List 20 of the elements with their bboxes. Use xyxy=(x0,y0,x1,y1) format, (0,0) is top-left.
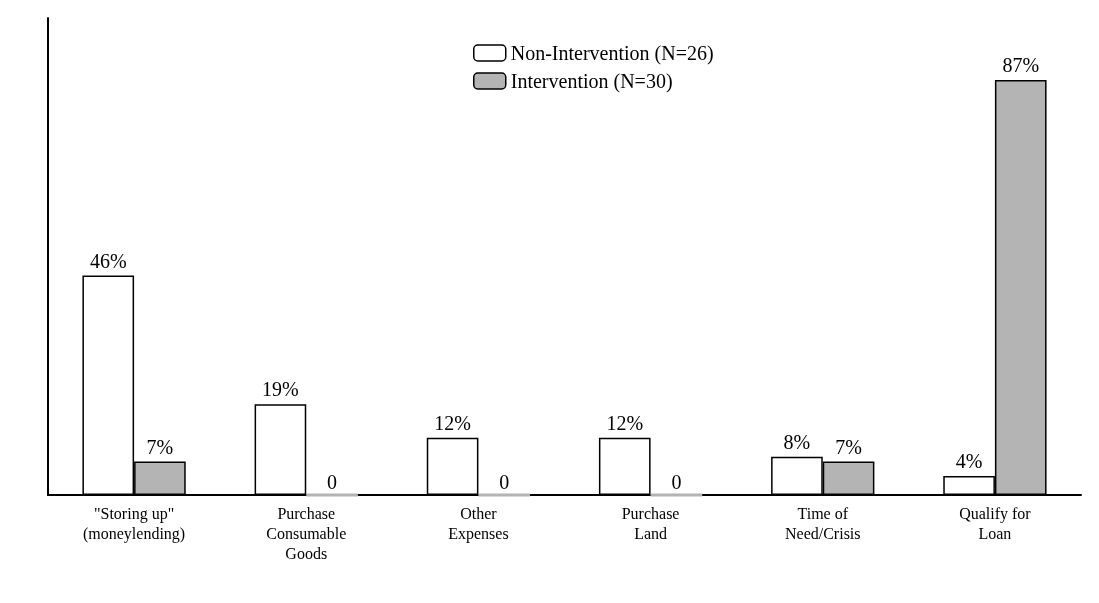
data-label: 0 xyxy=(499,470,510,493)
data-label: 4% xyxy=(955,449,983,472)
x-tick-label: Purchase Consumable Goods xyxy=(266,504,347,562)
x-tick-label: Other Expenses xyxy=(448,504,509,543)
data-label: 0 xyxy=(327,470,338,493)
legend-label: Intervention (N=30) xyxy=(510,70,673,93)
data-label: 7% xyxy=(835,435,862,458)
data-label: 8% xyxy=(783,430,811,453)
data-label: 46% xyxy=(89,249,127,272)
x-tick-label: "Storing up" (moneylending) xyxy=(82,504,186,543)
data-label: 19% xyxy=(262,378,299,401)
x-tick-label: Time of Need/Crisis xyxy=(784,504,861,542)
data-label: 0 xyxy=(671,470,682,493)
x-tick-label: Qualify for Loan xyxy=(959,504,1032,542)
data-label: 87% xyxy=(1002,54,1040,77)
x-tick-label: Purchase Land xyxy=(621,504,680,542)
data-label: 12% xyxy=(606,411,644,434)
data-label: 12% xyxy=(434,411,471,434)
data-label: 7% xyxy=(146,435,174,458)
legend-label: Non-Intervention (N=26) xyxy=(510,42,714,65)
